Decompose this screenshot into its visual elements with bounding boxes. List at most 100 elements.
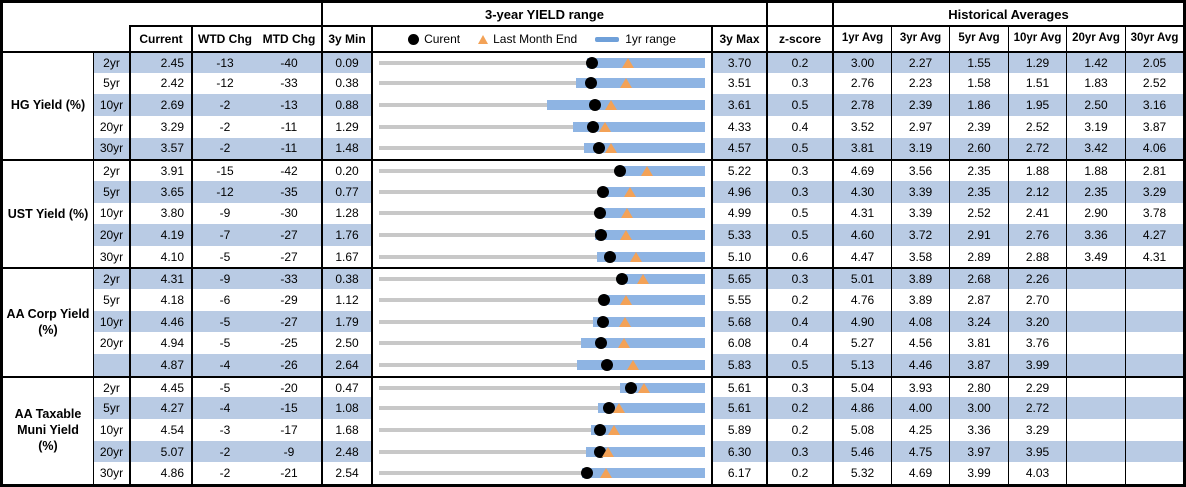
cell-20yr-avg: 2.50 xyxy=(1066,94,1125,116)
cell-current: 4.45 xyxy=(129,375,191,398)
cell-20yr-avg: 1.88 xyxy=(1066,159,1125,181)
1yr-range-bar xyxy=(596,251,705,262)
1yr-range-bar xyxy=(594,230,705,241)
current-dot-icon xyxy=(596,315,609,328)
row-tenor-label: 20yr xyxy=(93,224,129,246)
legend-current-label: Curent xyxy=(424,32,461,46)
cell-3yr-avg: 4.46 xyxy=(891,354,949,376)
cell-wtd-chg: -3 xyxy=(191,419,257,441)
cell-mtd-chg: -20 xyxy=(257,375,321,398)
cell-1yr-avg: 3.81 xyxy=(832,137,891,160)
chart-legend: Curent Last Month End 1yr range xyxy=(371,25,711,51)
cell-3yr-avg: 3.19 xyxy=(891,137,949,160)
cell-mtd-chg: -27 xyxy=(257,310,321,333)
legend-last-month-triangle-icon xyxy=(478,34,489,44)
cell-3yr-avg: 4.69 xyxy=(891,462,949,484)
cell-current: 4.18 xyxy=(129,289,191,311)
cell-3y-max: 5.65 xyxy=(711,267,766,290)
range-chart xyxy=(371,72,711,95)
cell-3y-max: 6.08 xyxy=(711,332,766,355)
cell-mtd-chg: -15 xyxy=(257,397,321,420)
cell-3y-min: 2.48 xyxy=(321,440,371,463)
last-month-end-triangle-icon xyxy=(620,208,633,219)
cell-z-score: 0.4 xyxy=(766,332,832,355)
cell-20yr-avg xyxy=(1066,375,1125,398)
cell-3y-max: 4.96 xyxy=(711,180,766,203)
last-month-end-triangle-icon xyxy=(613,403,626,414)
range-chart xyxy=(371,289,711,311)
row-tenor-label: 30yr xyxy=(93,462,129,484)
current-dot-icon xyxy=(595,337,608,350)
cell-1yr-avg: 5.27 xyxy=(832,332,891,355)
cell-z-score: 0.2 xyxy=(766,51,832,73)
cell-3yr-avg: 4.25 xyxy=(891,419,949,441)
cell-30yr-avg: 2.05 xyxy=(1125,51,1183,73)
legend-item-current: Curent xyxy=(408,33,460,45)
1yr-range-bar xyxy=(601,186,705,197)
cell-3yr-avg: 3.89 xyxy=(891,289,949,311)
last-month-end-triangle-icon xyxy=(638,382,651,393)
cell-5yr-avg: 3.81 xyxy=(949,332,1008,355)
range-chart xyxy=(371,137,711,160)
cell-20yr-avg xyxy=(1066,310,1125,333)
last-month-end-triangle-icon xyxy=(619,294,632,305)
cell-3y-min: 0.38 xyxy=(321,267,371,290)
cell-mtd-chg: -17 xyxy=(280,422,298,437)
last-month-end-triangle-icon xyxy=(641,166,654,177)
last-month-end-triangle-icon xyxy=(604,100,617,111)
cell-3yr-avg: 2.97 xyxy=(891,115,949,138)
cell-30yr-avg xyxy=(1125,267,1183,290)
3y-range-track xyxy=(379,233,705,238)
cell-3y-max: 3.70 xyxy=(711,51,766,73)
current-dot-icon xyxy=(594,229,607,242)
col-header-current: Current xyxy=(129,25,191,51)
range-chart xyxy=(371,332,711,355)
3y-range-track xyxy=(379,297,705,302)
group-label: AA Taxable Muni Yield (%) xyxy=(3,375,93,484)
cell-10yr-avg: 3.95 xyxy=(1008,440,1066,463)
cell-5yr-avg: 2.60 xyxy=(949,137,1008,160)
cell-mtd-chg: -35 xyxy=(257,180,321,203)
1yr-range-bar xyxy=(616,166,705,177)
range-chart xyxy=(371,159,711,181)
last-month-end-triangle-icon xyxy=(619,78,632,89)
cell-10yr-avg: 1.95 xyxy=(1008,94,1066,116)
cell-mtd-chg: -29 xyxy=(280,292,298,307)
cell-3yr-avg: 2.23 xyxy=(891,72,949,95)
cell-20yr-avg xyxy=(1066,332,1125,355)
cell-3y-max: 5.68 xyxy=(711,310,766,333)
last-month-end-triangle-icon xyxy=(619,230,632,241)
cell-current: 3.57 xyxy=(129,137,191,160)
cell-wtd-chg: -5 xyxy=(191,310,257,333)
last-month-end-triangle-icon xyxy=(619,316,632,327)
current-dot-icon xyxy=(589,99,602,112)
cell-3yr-avg: 3.56 xyxy=(891,159,949,181)
1yr-range-bar xyxy=(620,382,705,393)
cell-3y-max: 5.89 xyxy=(711,419,766,441)
cell-mtd-chg: -9 xyxy=(257,440,321,463)
last-month-end-triangle-icon xyxy=(627,359,640,370)
cell-z-score: 0.6 xyxy=(766,245,832,268)
cell-3y-min: 0.38 xyxy=(321,72,371,95)
current-dot-icon xyxy=(581,467,594,480)
cell-20yr-avg xyxy=(1066,397,1125,420)
cell-1yr-avg: 4.60 xyxy=(832,224,891,246)
cell-1yr-avg: 5.13 xyxy=(832,354,891,376)
row-tenor-label: 2yr xyxy=(93,51,129,73)
cell-3yr-avg: 3.93 xyxy=(891,375,949,398)
cell-current: 4.46 xyxy=(129,310,191,333)
cell-30yr-avg xyxy=(1125,289,1183,311)
last-month-end-triangle-icon xyxy=(600,468,613,479)
cell-z-score: 0.3 xyxy=(766,180,832,203)
last-month-end-triangle-icon xyxy=(624,186,637,197)
1yr-range-bar xyxy=(591,424,705,435)
cell-10yr-avg: 4.03 xyxy=(1008,462,1066,484)
cell-5yr-avg: 3.36 xyxy=(949,419,1008,441)
3y-range-track xyxy=(379,341,705,346)
3y-range-track xyxy=(379,81,705,86)
cell-30yr-avg xyxy=(1125,397,1183,420)
cell-1yr-avg: 3.52 xyxy=(832,115,891,138)
current-dot-icon xyxy=(613,165,626,178)
cell-current: 4.19 xyxy=(129,224,191,246)
cell-wtd-chg: -2 xyxy=(191,462,257,484)
